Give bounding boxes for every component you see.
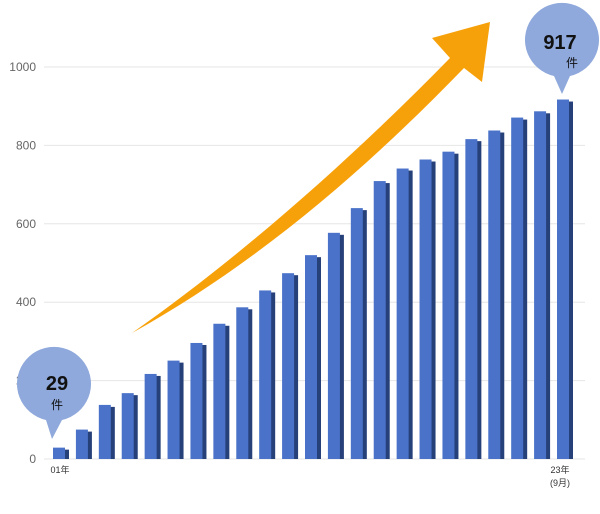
- bar: [144, 373, 157, 459]
- callout-last-bubble: [525, 2, 599, 94]
- callout-first-value: 29: [46, 373, 68, 395]
- callout-first-bubble: [17, 346, 92, 439]
- bar: [465, 139, 478, 460]
- bar: [327, 232, 340, 459]
- callout-last: 917 件: [525, 2, 599, 94]
- x-tick-label-first: 01年: [50, 464, 69, 475]
- bar: [282, 273, 295, 459]
- bar: [190, 342, 203, 459]
- growth-arrow-shape: [132, 22, 490, 333]
- callout-last-value: 917: [543, 32, 576, 54]
- bar: [305, 255, 317, 459]
- callout-first: 29 件: [17, 346, 92, 439]
- bar: [534, 111, 547, 460]
- y-tick-label: 0: [29, 452, 36, 466]
- bar: [167, 360, 180, 459]
- bar: [53, 447, 65, 459]
- x-tick-label-last-note: (9月): [550, 478, 570, 488]
- y-axis-ticks: 02004006008001000: [9, 60, 36, 466]
- bar: [419, 159, 432, 459]
- y-tick-label: 1000: [9, 60, 36, 74]
- growth-arrow: [132, 22, 490, 333]
- x-axis-ticks: 01年 23年 (9月): [50, 464, 570, 488]
- x-tick-label-last: 23年: [550, 464, 569, 475]
- callout-last-unit: 件: [566, 56, 578, 70]
- bar: [350, 208, 363, 459]
- bar: [557, 99, 569, 459]
- y-tick-label: 800: [16, 138, 36, 152]
- callout-first-unit: 件: [51, 398, 63, 412]
- y-tick-label: 400: [16, 295, 36, 309]
- bar: [396, 168, 409, 459]
- bar: [259, 290, 272, 459]
- bars: [53, 99, 573, 460]
- bar: [373, 181, 386, 459]
- bar: [75, 429, 88, 459]
- bar: [213, 323, 226, 459]
- bar: [236, 307, 249, 459]
- y-tick-label: 600: [16, 217, 36, 231]
- bar: [488, 130, 501, 459]
- bar: [511, 117, 524, 460]
- bar: [121, 393, 134, 459]
- bar: [442, 151, 455, 459]
- bar: [98, 404, 111, 459]
